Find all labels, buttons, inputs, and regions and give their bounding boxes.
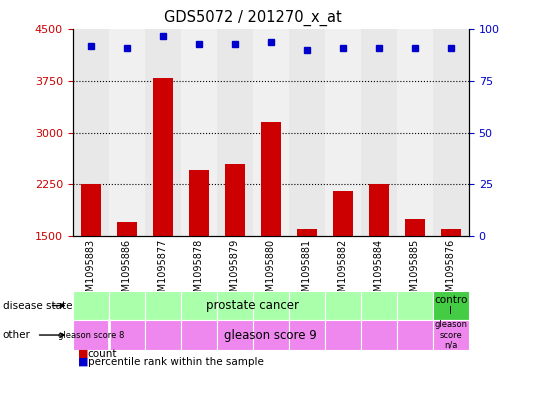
Bar [433,29,469,236]
Bar [289,29,325,236]
Text: ■: ■ [78,349,88,359]
Bar [361,29,397,236]
Bar [261,122,281,236]
Bar [109,29,145,236]
Bar [325,29,361,236]
Bar [225,163,245,236]
Text: count: count [88,349,118,359]
Text: gleason
score
n/a: gleason score n/a [434,320,467,350]
Bar [369,184,389,236]
Text: contro
l: contro l [434,295,468,316]
Bar [153,77,172,236]
Bar [253,29,289,236]
Bar [81,184,101,236]
Text: ■: ■ [78,356,88,367]
Bar [189,171,209,236]
Text: prostate cancer: prostate cancer [206,299,299,312]
Text: GDS5072 / 201270_x_at: GDS5072 / 201270_x_at [164,10,342,26]
Text: percentile rank within the sample: percentile rank within the sample [88,356,264,367]
Text: gleason score 9: gleason score 9 [224,329,317,342]
Bar [441,229,461,236]
Bar [217,29,253,236]
Bar [181,29,217,236]
Bar [405,219,425,236]
Bar [117,222,137,236]
Bar [73,29,109,236]
Bar [297,229,317,236]
Bar [145,29,181,236]
Bar [397,29,433,236]
Text: other: other [3,330,31,340]
Bar [333,191,353,236]
Text: disease state: disease state [3,301,72,310]
Text: gleason score 8: gleason score 8 [58,331,124,340]
